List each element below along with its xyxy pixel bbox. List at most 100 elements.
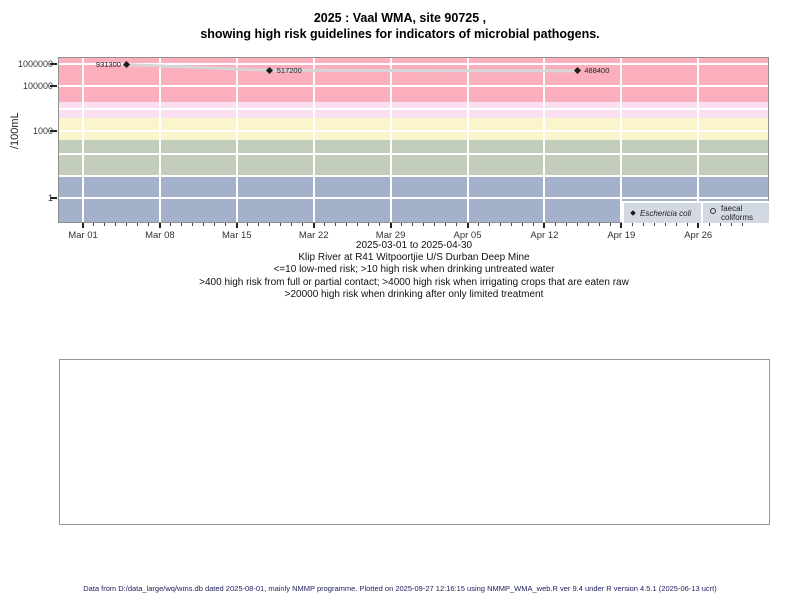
x-tick-minor <box>93 223 95 226</box>
x-tick-minor <box>225 223 227 226</box>
chart-title: 2025 : Vaal WMA, site 90725 , showing hi… <box>0 10 800 42</box>
x-tick-minor <box>741 223 743 226</box>
x-tick-minor <box>379 223 381 226</box>
x-tick-minor <box>686 223 688 226</box>
footer-note: Data from D:/data_large/wq/wms.db dated … <box>83 584 717 593</box>
x-tick-minor <box>126 223 128 226</box>
data-point-label: 931300 <box>95 60 121 70</box>
x-tick-minor <box>642 223 644 226</box>
v-gridline <box>620 57 623 223</box>
x-tick-label: Apr 26 <box>684 230 713 241</box>
h-gridline <box>58 174 769 177</box>
x-tick-minor <box>104 223 106 226</box>
x-tick-minor <box>214 223 216 226</box>
y-tick <box>50 130 57 133</box>
v-gridline <box>466 57 469 223</box>
x-tick-minor <box>664 223 666 226</box>
x-tick-minor <box>631 223 633 226</box>
legend-item-ecoli: Eschericia coli <box>624 203 701 223</box>
guideline-line-1: <=10 low-med risk; >10 high risk when dr… <box>273 264 555 276</box>
x-tick-minor <box>653 223 655 226</box>
x-tick-minor <box>423 223 425 226</box>
x-tick-minor <box>532 223 534 226</box>
empty-panel <box>59 359 770 525</box>
x-tick-minor <box>609 223 611 226</box>
y-tick <box>50 62 57 65</box>
x-tick-major <box>543 223 546 228</box>
x-tick-minor <box>510 223 512 226</box>
filled-diamond-icon <box>630 210 636 216</box>
series-line <box>126 63 578 73</box>
x-tick-minor <box>675 223 677 226</box>
x-tick-minor <box>258 223 260 226</box>
x-tick-minor <box>719 223 721 226</box>
x-tick-label: Mar 29 <box>375 230 406 241</box>
x-tick-minor <box>477 223 479 226</box>
x-tick-major <box>158 223 161 228</box>
x-tick-minor <box>192 223 194 226</box>
v-gridline <box>543 57 546 223</box>
x-tick-minor <box>203 223 205 226</box>
x-tick-minor <box>521 223 523 226</box>
x-tick-minor <box>357 223 359 226</box>
legend: Eschericia coli faecal coliforms <box>622 201 769 223</box>
x-tick-label: Apr 19 <box>607 230 636 241</box>
x-tick-minor <box>445 223 447 226</box>
x-tick-minor <box>137 223 139 226</box>
data-point-label: 488400 <box>584 66 610 76</box>
x-tick-minor <box>598 223 600 226</box>
y-tick <box>50 85 57 88</box>
h-gridline <box>58 62 769 65</box>
x-tick-minor <box>269 223 271 226</box>
x-axis-title: 2025-03-01 to 2025-04-30 <box>355 240 473 251</box>
guideline-line-2: >400 high risk from full or partial cont… <box>199 276 629 288</box>
h-gridline <box>58 152 769 155</box>
x-tick-label: Mar 15 <box>222 230 252 241</box>
v-gridline <box>697 57 700 223</box>
x-tick-minor <box>488 223 490 226</box>
site-name: Klip River at R41 Witpoortjie U/S Durban… <box>298 252 530 264</box>
x-tick-minor <box>368 223 370 226</box>
y-tick-label: 1000000 <box>17 58 53 69</box>
x-tick-minor <box>247 223 249 226</box>
x-tick-major <box>82 223 84 228</box>
y-tick-label: 1000 <box>32 126 53 137</box>
x-tick-minor <box>554 223 556 226</box>
x-tick-minor <box>587 223 589 226</box>
v-gridline <box>312 57 315 223</box>
v-gridline <box>158 57 161 223</box>
x-tick-major <box>235 223 238 228</box>
plot-area: 931300 517200 488400 1 1000 100000 1000000 Ma… <box>18 57 769 241</box>
h-gridline <box>58 107 769 110</box>
x-tick-label: Apr 05 <box>453 230 482 241</box>
y-tick-label: 1 <box>47 193 53 204</box>
x-tick-minor <box>346 223 348 226</box>
x-tick-major <box>389 223 392 228</box>
h-gridline <box>58 85 769 88</box>
x-tick-minor <box>115 223 117 226</box>
data-point-label: 517200 <box>276 65 302 75</box>
x-tick-minor <box>335 223 337 226</box>
risk-band <box>58 117 769 140</box>
x-tick-label: Mar 01 <box>68 230 98 241</box>
open-circle-icon <box>710 208 716 214</box>
x-tick-minor <box>170 223 172 226</box>
x-tick-minor <box>499 223 501 226</box>
v-gridline <box>82 57 84 223</box>
chart-title-line2: showing high risk guidelines for indicat… <box>200 27 600 41</box>
x-tick-major <box>697 223 700 228</box>
y-tick-label: 100000 <box>22 81 53 92</box>
x-tick-minor <box>302 223 304 226</box>
x-tick-minor <box>434 223 436 226</box>
legend-item-faecal-coliforms: faecal coliforms <box>703 203 769 223</box>
x-tick-minor <box>730 223 732 226</box>
x-tick-minor <box>708 223 710 226</box>
x-tick-minor <box>148 223 150 226</box>
risk-band <box>58 101 769 118</box>
caption-block: 2025-03-01 to 2025-04-30 Klip River at R… <box>58 240 770 301</box>
x-tick-label: Mar 22 <box>298 230 329 241</box>
x-tick-label: Mar 08 <box>145 230 175 241</box>
chart-title-line1: 2025 : Vaal WMA, site 90725 , <box>313 11 487 25</box>
legend-label-faecal-coliforms: faecal coliforms <box>721 204 754 222</box>
